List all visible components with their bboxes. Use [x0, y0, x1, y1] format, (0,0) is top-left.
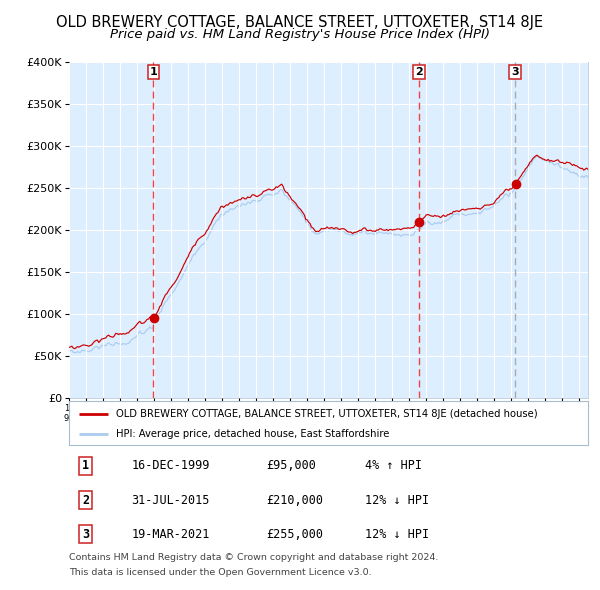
Text: HPI: Average price, detached house, East Staffordshire: HPI: Average price, detached house, East…	[116, 430, 389, 440]
Text: Contains HM Land Registry data © Crown copyright and database right 2024.: Contains HM Land Registry data © Crown c…	[69, 553, 439, 562]
Text: This data is licensed under the Open Government Licence v3.0.: This data is licensed under the Open Gov…	[69, 568, 371, 576]
Text: £210,000: £210,000	[266, 493, 323, 507]
Text: 1: 1	[149, 67, 157, 77]
Text: £255,000: £255,000	[266, 527, 323, 540]
Text: 1: 1	[82, 460, 89, 473]
Text: 4% ↑ HPI: 4% ↑ HPI	[365, 460, 422, 473]
Text: 19-MAR-2021: 19-MAR-2021	[131, 527, 209, 540]
Text: 31-JUL-2015: 31-JUL-2015	[131, 493, 209, 507]
Text: 16-DEC-1999: 16-DEC-1999	[131, 460, 209, 473]
Text: 2: 2	[82, 493, 89, 507]
Text: Price paid vs. HM Land Registry's House Price Index (HPI): Price paid vs. HM Land Registry's House …	[110, 28, 490, 41]
Text: 2: 2	[415, 67, 423, 77]
Text: 3: 3	[511, 67, 519, 77]
Text: 12% ↓ HPI: 12% ↓ HPI	[365, 493, 429, 507]
Text: 12% ↓ HPI: 12% ↓ HPI	[365, 527, 429, 540]
Text: OLD BREWERY COTTAGE, BALANCE STREET, UTTOXETER, ST14 8JE (detached house): OLD BREWERY COTTAGE, BALANCE STREET, UTT…	[116, 409, 538, 418]
Text: OLD BREWERY COTTAGE, BALANCE STREET, UTTOXETER, ST14 8JE: OLD BREWERY COTTAGE, BALANCE STREET, UTT…	[56, 15, 544, 30]
Text: £95,000: £95,000	[266, 460, 316, 473]
Text: 3: 3	[82, 527, 89, 540]
